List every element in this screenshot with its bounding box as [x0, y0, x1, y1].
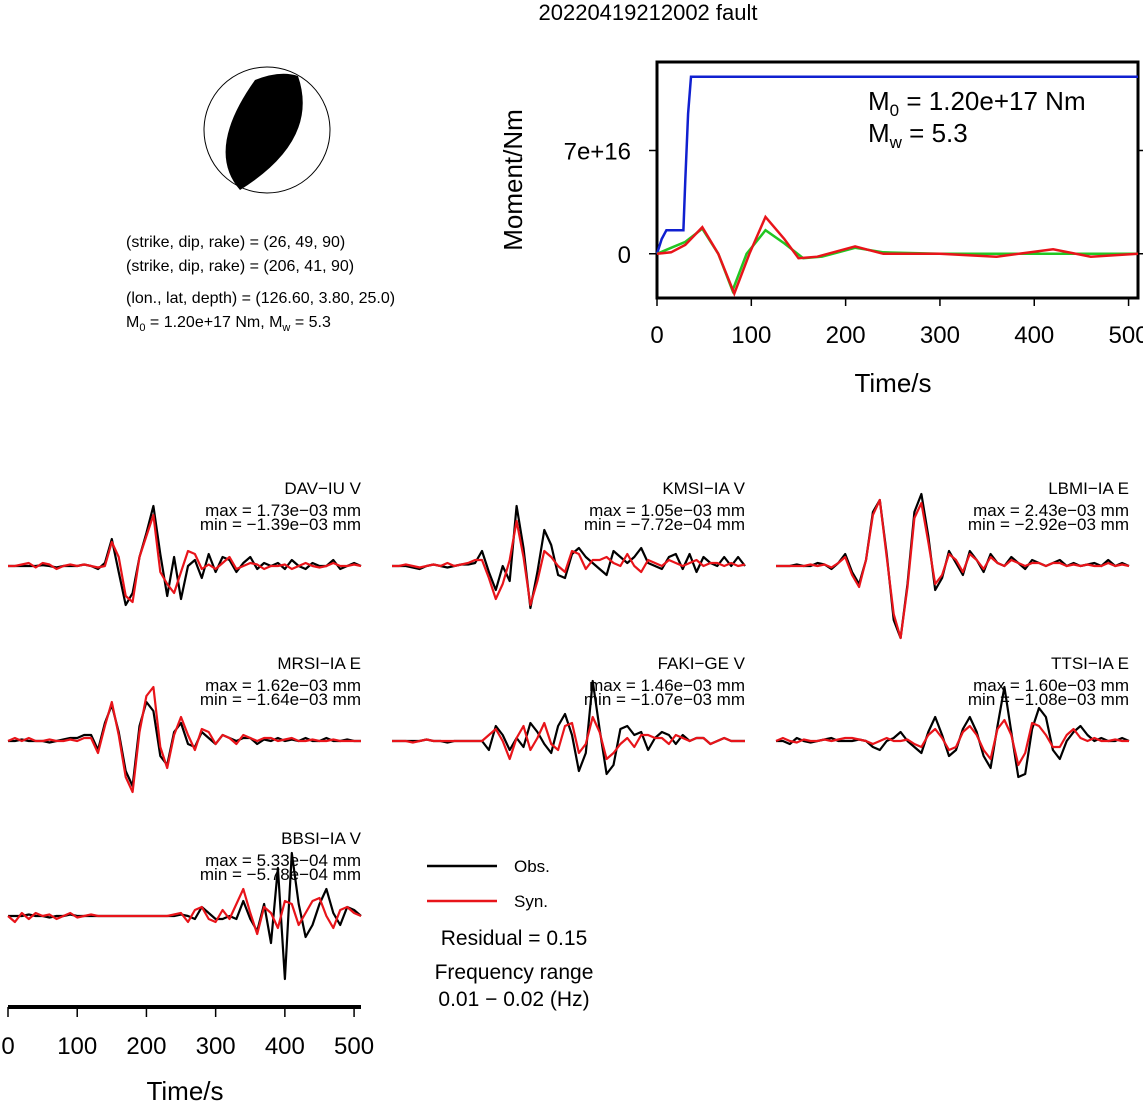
- moment-chart-frame: [655, 60, 1140, 300]
- legend: Obs. Syn.: [427, 857, 550, 911]
- waveform-xtick-label: 300: [196, 1033, 236, 1060]
- moment-chart-ylabel: Moment/Nm: [498, 109, 528, 251]
- station-max: max = 1.46e−03 mm: [589, 676, 745, 695]
- moment-xtick-label: 500: [1109, 322, 1143, 349]
- moment-xtick-label: 0: [650, 322, 663, 349]
- waveform-xtick-label: 100: [57, 1033, 97, 1060]
- station-min: min = −1.08e−03 mm: [968, 690, 1129, 709]
- station-max: max = 1.60e−03 mm: [973, 676, 1129, 695]
- legend-syn-label: Syn.: [514, 892, 548, 911]
- hypocenter-location: (lon., lat, depth) = (126.60, 3.80, 25.0…: [126, 290, 395, 307]
- synthetic-trace: [8, 513, 362, 604]
- station-max: max = 2.43e−03 mm: [973, 501, 1129, 520]
- station-min: min = −1.07e−03 mm: [584, 690, 745, 709]
- synthetic-trace: [775, 718, 1129, 767]
- waveform-axis-xlabel: Time/s: [146, 1076, 223, 1104]
- waveform-time-axis: Time/s 0 100 200 300 400 500: [1, 1005, 374, 1104]
- waveform-xtick-label: 0: [1, 1033, 14, 1060]
- moment-series-line-2: [656, 214, 1139, 298]
- station-max: max = 5.33e−04 mm: [205, 851, 361, 870]
- synthetic-trace: [7, 685, 361, 794]
- station-label: MRSI−IA E: [277, 654, 361, 673]
- frequency-range-value: 0.01 − 0.02 (Hz): [438, 988, 589, 1011]
- moment-xtick-label: 200: [826, 322, 866, 349]
- synthetic-trace: [776, 498, 1130, 640]
- station-max: max = 1.05e−03 mm: [589, 501, 745, 520]
- moment-xtick-label: 400: [1014, 322, 1054, 349]
- moment-magnitude-line: M0 = 1.20e+17 Nm, Mw = 5.3: [126, 314, 331, 334]
- moment-series-line-0: [655, 75, 1138, 255]
- station-min: min = −1.64e−03 mm: [200, 690, 361, 709]
- station-min: min = −1.39e−03 mm: [200, 515, 361, 534]
- observed-trace: [392, 504, 746, 610]
- station-label: LBMI−IA E: [1048, 479, 1129, 498]
- moment-ytick-label: 0: [618, 242, 631, 269]
- station-label: KMSI−IA V: [662, 479, 745, 498]
- nodal-plane-2: (strike, dip, rake) = (206, 41, 90): [126, 258, 354, 275]
- station-min: min = −2.92e−03 mm: [968, 515, 1129, 534]
- nodal-plane-1: (strike, dip, rake) = (26, 49, 90): [126, 234, 345, 251]
- moment-xtick-label: 300: [920, 322, 960, 349]
- synthetic-trace: [392, 519, 746, 607]
- moment-annotation-m0: M0 = 1.20e+17 Nm: [868, 86, 1086, 120]
- station-min: min = −7.72e−04 mm: [584, 515, 745, 534]
- station-label: BBSI−IA V: [281, 829, 362, 848]
- station-label: FAKI−GE V: [658, 654, 746, 673]
- station-min: min = −5.78e−04 mm: [200, 865, 361, 884]
- waveform-xtick-label: 400: [265, 1033, 305, 1060]
- moment-xtick-label: 100: [731, 322, 771, 349]
- observed-trace: [8, 700, 361, 788]
- focal-mechanism-beachball: [203, 66, 331, 194]
- frequency-range-label: Frequency range: [435, 961, 594, 984]
- station-label: DAV−IU V: [284, 479, 361, 498]
- station-max: max = 1.73e−03 mm: [205, 501, 361, 520]
- station-label: TTSI−IA E: [1051, 654, 1129, 673]
- synthetic-trace: [7, 887, 362, 936]
- synthetic-trace: [392, 715, 745, 761]
- moment-annotation-mw: Mw = 5.3: [868, 118, 968, 152]
- beachball-compressional-quadrant: [225, 73, 303, 190]
- moment-chart-xlabel: Time/s: [854, 368, 931, 398]
- moment-chart: Moment/Nm Time/s M0 = 1.20e+17 Nm Mw = 5…: [498, 60, 1143, 398]
- waveform-xtick-label: 500: [334, 1033, 374, 1060]
- moment-ytick-label: 7e+16: [564, 139, 631, 166]
- figure-title: 20220419212002 fault: [539, 0, 758, 25]
- station-max: max = 1.62e−03 mm: [205, 676, 361, 695]
- waveform-xtick-label: 200: [126, 1033, 166, 1060]
- residual-label: Residual = 0.15: [441, 927, 588, 950]
- legend-obs-label: Obs.: [514, 857, 550, 876]
